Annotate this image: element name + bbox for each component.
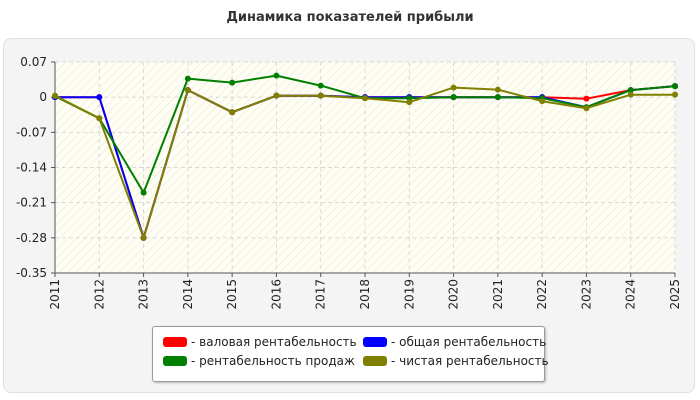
data-point <box>450 84 457 91</box>
data-point <box>539 98 546 105</box>
data-point <box>96 115 103 122</box>
data-point <box>627 91 634 98</box>
data-point <box>273 72 280 79</box>
data-point <box>140 189 147 196</box>
data-point <box>184 75 191 82</box>
data-point <box>583 105 590 112</box>
y-tick-label: 0.07 <box>20 55 47 69</box>
data-point <box>494 86 501 93</box>
legend-label: - чистая рентабельность <box>391 354 549 368</box>
x-tick-label: 2023 <box>579 279 593 310</box>
chart-title: Динамика показателей прибыли <box>226 10 474 25</box>
legend-swatch <box>163 356 187 366</box>
x-tick-label: 2025 <box>668 279 682 310</box>
legend-item: - чистая рентабельность <box>363 354 549 368</box>
legend-swatch <box>163 337 187 347</box>
data-point <box>52 92 58 99</box>
x-tick-label: 2024 <box>624 279 638 310</box>
y-tick-label: -0.07 <box>16 125 47 139</box>
legend-item: - общая рентабельность <box>363 335 546 349</box>
y-tick-label: 0 <box>39 90 47 104</box>
data-point <box>184 87 191 94</box>
legend-label: - общая рентабельность <box>391 335 547 349</box>
data-point <box>273 92 280 99</box>
x-tick-label: 2013 <box>137 279 151 310</box>
data-point <box>672 83 678 90</box>
x-tick-label: 2016 <box>269 279 283 310</box>
y-tick-label: -0.28 <box>16 231 47 245</box>
data-point <box>494 94 501 101</box>
legend: - валовая рентабельность - общая рентабел… <box>152 326 549 382</box>
x-tick-label: 2012 <box>92 279 106 310</box>
x-tick-label: 2014 <box>181 279 195 310</box>
data-point <box>96 94 103 101</box>
legend-swatch <box>363 356 387 366</box>
data-point <box>450 94 457 101</box>
data-point <box>317 92 324 99</box>
series-4 <box>52 84 678 241</box>
data-point <box>229 109 236 116</box>
x-tick-label: 2011 <box>48 279 62 310</box>
x-tick-label: 2015 <box>225 279 239 310</box>
x-tick-label: 2019 <box>402 279 416 310</box>
x-tick-label: 2022 <box>535 279 549 310</box>
legend-label: - рентабельность продаж <box>191 354 355 368</box>
y-tick-label: -0.21 <box>16 196 47 210</box>
data-point <box>672 91 678 98</box>
data-point <box>362 95 368 102</box>
x-tick-label: 2021 <box>491 279 505 310</box>
legend-item: - рентабельность продаж <box>163 354 355 368</box>
data-point <box>317 82 324 89</box>
legend-item: - валовая рентабельность <box>163 335 357 349</box>
data-point <box>229 79 236 86</box>
legend-swatch <box>363 337 387 347</box>
data-point <box>583 95 590 102</box>
x-tick-label: 2018 <box>358 279 372 310</box>
data-point <box>627 87 634 94</box>
data-point <box>406 99 413 106</box>
x-tick-label: 2017 <box>314 279 328 310</box>
data-point <box>140 234 147 241</box>
x-tick-label: 2020 <box>447 279 461 310</box>
y-tick-label: -0.14 <box>16 161 47 175</box>
legend-label: - валовая рентабельность <box>191 335 357 349</box>
y-tick-label: -0.35 <box>16 266 47 280</box>
